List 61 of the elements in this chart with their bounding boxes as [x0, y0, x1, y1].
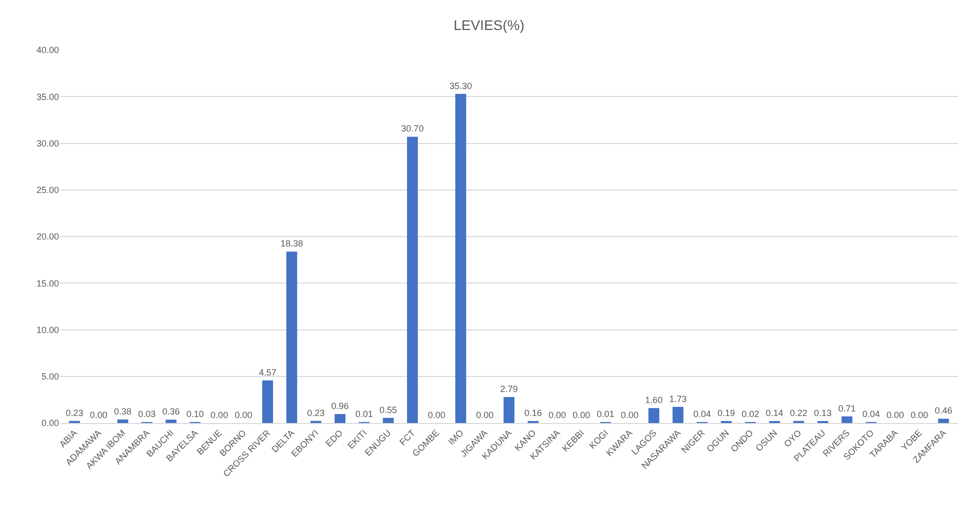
y-tick-label: 20.00 [36, 232, 59, 242]
data-label: 0.23 [307, 408, 325, 418]
data-label: 0.46 [934, 406, 952, 416]
data-label: 0.04 [693, 409, 711, 419]
y-tick-label: 30.00 [36, 138, 59, 148]
data-label: 0.00 [90, 410, 108, 420]
bar [286, 252, 298, 423]
y-tick-label: 10.00 [36, 324, 59, 335]
data-label: 0.01 [355, 409, 373, 419]
bar [334, 414, 346, 423]
y-tick-label: 25.00 [36, 185, 59, 196]
data-label: 0.00 [210, 410, 228, 420]
data-label: 0.14 [766, 408, 784, 418]
y-tick-label: 15.00 [36, 278, 59, 288]
data-label: 4.57 [258, 367, 276, 378]
data-label: 2.79 [500, 384, 518, 394]
data-label: 0.23 [66, 408, 84, 418]
bar [117, 419, 128, 423]
y-tick-label: 40.00 [36, 45, 59, 56]
data-label: 18.38 [280, 238, 304, 249]
data-label: 0.19 [717, 408, 736, 418]
data-label: 0.00 [886, 410, 904, 420]
data-label: 0.71 [838, 403, 856, 414]
data-label: 1.60 [645, 395, 663, 406]
bar [648, 408, 660, 423]
data-label: 0.36 [162, 406, 180, 417]
data-label: 35.30 [449, 80, 472, 91]
data-label: 0.02 [742, 409, 760, 419]
data-label: 0.00 [476, 410, 494, 420]
bar [938, 418, 949, 423]
bar [672, 406, 684, 423]
data-label: 0.04 [862, 409, 880, 419]
data-label: 0.13 [814, 408, 832, 418]
bar [166, 420, 176, 423]
data-label: 0.00 [620, 410, 638, 420]
data-label: 0.00 [910, 410, 928, 420]
chart-title: LEVIES(%) [454, 17, 524, 34]
bar [504, 396, 514, 423]
data-label: 0.10 [186, 409, 204, 419]
bar [455, 94, 466, 423]
bar [262, 380, 274, 423]
data-label: 0.96 [331, 401, 349, 412]
data-label: 0.55 [380, 404, 398, 415]
data-label: 0.01 [596, 409, 614, 419]
bar [407, 136, 418, 423]
data-label: 0.00 [572, 410, 590, 420]
y-tick-label: 35.00 [36, 92, 59, 102]
data-label: 0.00 [234, 410, 252, 420]
y-tick-label: 5.00 [41, 372, 59, 382]
bar [382, 418, 394, 423]
data-label: 1.73 [669, 394, 687, 404]
data-label: 0.00 [428, 410, 446, 420]
data-label: 0.22 [790, 408, 808, 418]
data-label: 0.03 [138, 409, 156, 419]
data-label: 0.00 [548, 410, 566, 420]
data-label: 0.16 [524, 408, 542, 418]
x-tick-label: IMO [446, 428, 466, 447]
y-tick-label: 0.00 [41, 418, 59, 428]
bar [842, 416, 852, 423]
data-label: 0.38 [114, 406, 132, 416]
data-label: 30.70 [401, 124, 424, 134]
